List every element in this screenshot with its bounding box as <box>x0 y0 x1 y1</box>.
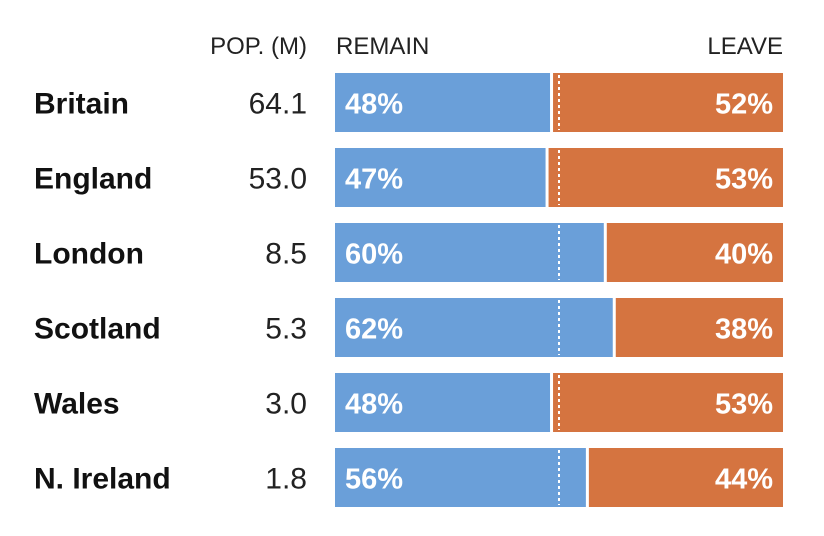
region-label: Wales <box>34 388 120 421</box>
remain-label: 47% <box>345 164 403 196</box>
leave-label: 40% <box>715 239 773 271</box>
chart-row: London 8.5 60% 40% <box>34 223 783 282</box>
remain-bar <box>335 448 586 507</box>
population-header: POP. (M) <box>210 33 307 60</box>
leave-bar <box>615 298 783 357</box>
column-headers: POP. (M) REMAIN LEAVE <box>210 33 783 60</box>
chart-row: Scotland 5.3 62% 38% <box>34 298 783 357</box>
region-label: London <box>34 238 144 271</box>
leave-bar <box>588 448 783 507</box>
population-value: 64.1 <box>249 88 307 121</box>
remain-label: 62% <box>345 314 403 346</box>
leave-bar <box>553 73 783 132</box>
remain-bar <box>335 148 546 207</box>
chart-row: N. Ireland 1.8 56% 44% <box>34 448 783 507</box>
chart-row: England 53.0 47% 53% <box>34 148 783 207</box>
remain-label: 48% <box>345 89 403 121</box>
population-value: 1.8 <box>265 463 307 496</box>
population-value: 8.5 <box>265 238 307 271</box>
remain-bar <box>335 73 551 132</box>
remain-header: REMAIN <box>336 33 429 60</box>
population-value: 5.3 <box>265 313 307 346</box>
leave-label: 44% <box>715 464 773 496</box>
region-label: Britain <box>34 88 129 121</box>
chart-row: Britain 64.1 48% 52% <box>34 73 783 132</box>
remain-label: 60% <box>345 239 403 271</box>
region-label: England <box>34 163 152 196</box>
leave-header: LEAVE <box>707 33 783 60</box>
remain-label: 56% <box>345 464 403 496</box>
region-label: Scotland <box>34 313 161 346</box>
leave-label: 53% <box>715 164 773 196</box>
region-label: N. Ireland <box>34 463 171 496</box>
population-value: 3.0 <box>265 388 307 421</box>
remain-label: 48% <box>345 389 403 421</box>
leave-bar <box>606 223 783 282</box>
remain-bar <box>335 373 551 432</box>
population-value: 53.0 <box>249 163 307 196</box>
chart-rows: Britain 64.1 48% 52% England 53.0 47% 53% London… <box>34 73 783 507</box>
leave-label: 52% <box>715 89 773 121</box>
remain-bar <box>335 298 613 357</box>
leave-label: 53% <box>715 389 773 421</box>
leave-label: 38% <box>715 314 773 346</box>
leave-bar <box>553 373 783 432</box>
chart-row: Wales 3.0 48% 53% <box>34 373 783 432</box>
leave-bar <box>548 148 783 207</box>
